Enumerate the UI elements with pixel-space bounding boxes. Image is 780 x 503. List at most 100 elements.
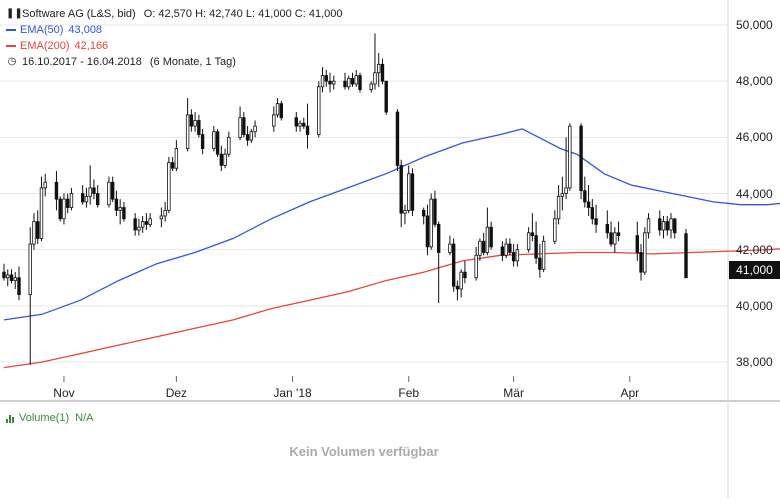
- candle-body: [407, 173, 411, 211]
- x-tick-label: Feb: [398, 386, 420, 400]
- candle-body: [594, 218, 598, 225]
- candle-body: [635, 235, 639, 253]
- candle-body: [298, 122, 302, 127]
- candle-body: [560, 193, 565, 197]
- candle-body: [538, 257, 542, 270]
- candle-body: [463, 271, 467, 279]
- candle-body: [395, 111, 400, 166]
- candle-body: [32, 221, 36, 245]
- candle-body: [583, 190, 587, 203]
- candle-body: [242, 117, 246, 135]
- candle-body: [219, 153, 224, 166]
- ema200-value: 42,166: [74, 40, 109, 52]
- instrument-name: Software AG (L&S, bid): [22, 8, 136, 20]
- candle-body: [28, 243, 32, 296]
- candle-body: [350, 77, 355, 85]
- candle-body: [122, 207, 126, 220]
- candle-body: [43, 181, 47, 189]
- candle-body: [163, 209, 167, 217]
- ohlc-values: O: 42,570 H: 42,740 L: 41,000 C: 41,000: [143, 8, 343, 20]
- candle-body: [140, 221, 145, 228]
- x-tick-label: Dez: [165, 386, 188, 400]
- candle-body: [294, 117, 298, 127]
- candle-body: [159, 215, 164, 220]
- candle-body: [317, 86, 321, 135]
- ema200-line: [3, 248, 780, 369]
- x-tick-label: Jan '18: [273, 386, 312, 400]
- candle-body: [193, 120, 197, 127]
- y-tick-label: 50,000: [736, 18, 773, 32]
- candle-body: [39, 187, 44, 239]
- candle-body: [223, 153, 227, 166]
- candle-body: [2, 271, 6, 279]
- candle-body: [436, 223, 441, 253]
- candle-body: [92, 187, 96, 194]
- candle-body: [433, 198, 437, 225]
- candle-body: [58, 198, 62, 220]
- candle-body: [384, 80, 388, 113]
- candle-body: [481, 240, 486, 253]
- candle-body: [80, 193, 85, 203]
- candle-body: [197, 120, 201, 135]
- candle-body: [54, 181, 59, 200]
- candle-body: [107, 181, 111, 206]
- candle-body: [62, 198, 66, 220]
- candle-body: [526, 232, 531, 251]
- candle-body: [324, 75, 328, 82]
- candle-body: [373, 72, 377, 85]
- legend-ema200: EMA(200) 42,166: [6, 38, 342, 54]
- candle-body: [425, 215, 430, 248]
- candle-body: [328, 80, 332, 85]
- candle-body: [511, 252, 516, 262]
- y-tick-label: 44,000: [736, 186, 773, 201]
- candle-body: [17, 277, 21, 296]
- candle-body: [380, 63, 385, 82]
- period-text: (6 Monate, 1 Tag): [149, 56, 236, 68]
- candle-body: [485, 226, 490, 253]
- candle-body: [95, 193, 100, 206]
- candle-body: [118, 207, 122, 211]
- candle-body: [358, 75, 362, 90]
- candle-body: [253, 125, 257, 133]
- candle-body: [238, 117, 242, 138]
- x-tick-label: Apr: [620, 386, 640, 400]
- candle-body: [148, 218, 152, 225]
- candle-body: [500, 246, 505, 256]
- candle-body: [133, 218, 137, 231]
- candle-body: [669, 218, 673, 231]
- y-tick-label: 40,000: [736, 298, 773, 313]
- candle-body: [646, 218, 651, 234]
- candle-body: [661, 221, 666, 231]
- candle-body: [489, 226, 493, 248]
- ema200-label: EMA(200): [20, 40, 70, 52]
- candle-body: [455, 285, 460, 290]
- candle-body: [170, 162, 175, 169]
- candle-body: [451, 243, 456, 287]
- candle-body: [609, 232, 613, 245]
- legend-ema50: EMA(50) 43,008: [6, 22, 342, 38]
- candle-body: [605, 223, 610, 234]
- volume-label: Volume(1): [19, 412, 70, 424]
- candle-body: [272, 114, 276, 127]
- candle-body: [665, 221, 669, 231]
- y-tick-label: 42,000: [736, 242, 773, 257]
- candle-body: [459, 271, 463, 290]
- candle-body: [474, 254, 478, 279]
- candle-body: [530, 232, 535, 237]
- ema50-value: 43,008: [68, 24, 103, 36]
- candle-body: [508, 243, 512, 253]
- candle-body: [185, 114, 190, 149]
- candle-body: [66, 198, 70, 208]
- legend-instrument: ❚❚ Software AG (L&S, bid) O: 42,570 H: 4…: [6, 6, 342, 22]
- candle-body: [613, 232, 617, 245]
- candle-body: [249, 131, 254, 141]
- ema200-swatch: [6, 45, 16, 47]
- candle-body: [643, 232, 647, 273]
- candle-body: [403, 209, 407, 214]
- y-tick-label: 48,000: [736, 74, 773, 89]
- candle-body: [478, 240, 482, 256]
- candle-body: [556, 195, 561, 220]
- candle-body: [590, 207, 595, 220]
